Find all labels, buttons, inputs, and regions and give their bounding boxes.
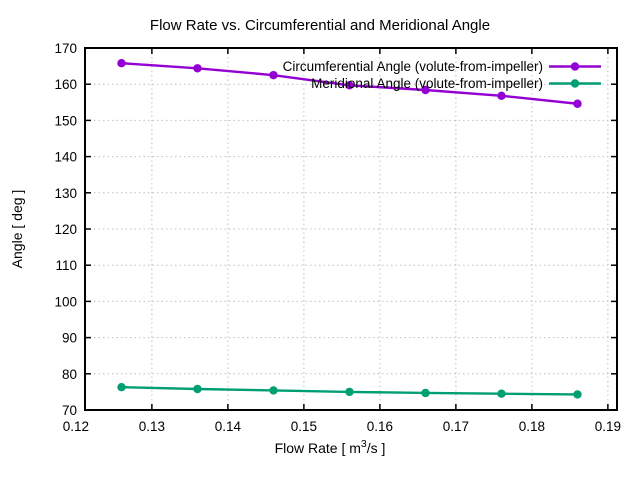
grid-layer (85, 48, 617, 410)
chart-title: Flow Rate vs. Circumferential and Meridi… (150, 17, 490, 34)
legend-label: Circumferential Angle (volute-from-impel… (283, 59, 543, 74)
y-tick-label: 140 (54, 150, 77, 165)
x-axis-label: Flow Rate [ m3/s ] (275, 438, 386, 456)
x-tick-label: 0.17 (443, 419, 469, 434)
data-point (117, 59, 126, 68)
data-point (573, 99, 582, 108)
y-tick-label: 120 (54, 222, 77, 237)
tick-layer (85, 47, 617, 411)
data-point (345, 387, 354, 397)
x-tick-label: 0.13 (139, 419, 165, 434)
x-tick-label: 0.19 (595, 419, 621, 434)
x-tick-label: 0.18 (519, 419, 545, 434)
y-tick-label: 170 (54, 41, 77, 56)
y-tick-label: 100 (54, 294, 77, 309)
series-layer (117, 59, 582, 399)
x-tick-label: 0.14 (215, 419, 242, 434)
data-point (497, 389, 506, 398)
data-point (345, 81, 354, 90)
legend: Circumferential Angle (volute-from-impel… (283, 59, 601, 91)
data-point (421, 388, 430, 398)
y-tick-label: 150 (54, 113, 77, 128)
y-tick-label: 90 (62, 331, 77, 346)
legend-label: Meridional Angle (volute-from-impeller) (311, 76, 543, 91)
data-point (497, 91, 506, 100)
data-point (573, 390, 582, 399)
y-tick-label: 70 (62, 403, 77, 418)
tick-label-layer: 0.12 0.13 0.14 0.15 0.16 0.17 0.18 0.19 70 80 90 10… (54, 41, 621, 434)
data-point (117, 382, 126, 392)
data-point (269, 386, 278, 395)
y-axis-label: Angle [ deg ] (9, 190, 25, 269)
y-tick-label: 130 (54, 186, 77, 201)
data-point (269, 70, 278, 80)
legend-sample-marker (570, 79, 580, 88)
x-tick-label: 0.16 (367, 419, 393, 434)
data-point (193, 384, 202, 394)
x-tick-label: 0.15 (291, 419, 317, 434)
y-tick-label: 160 (54, 77, 77, 92)
data-point (421, 85, 430, 95)
data-point (193, 64, 202, 73)
x-tick-label: 0.12 (63, 419, 89, 434)
legend-sample-marker (570, 62, 580, 71)
y-tick-label: 80 (62, 367, 77, 382)
y-tick-label: 110 (55, 258, 77, 273)
